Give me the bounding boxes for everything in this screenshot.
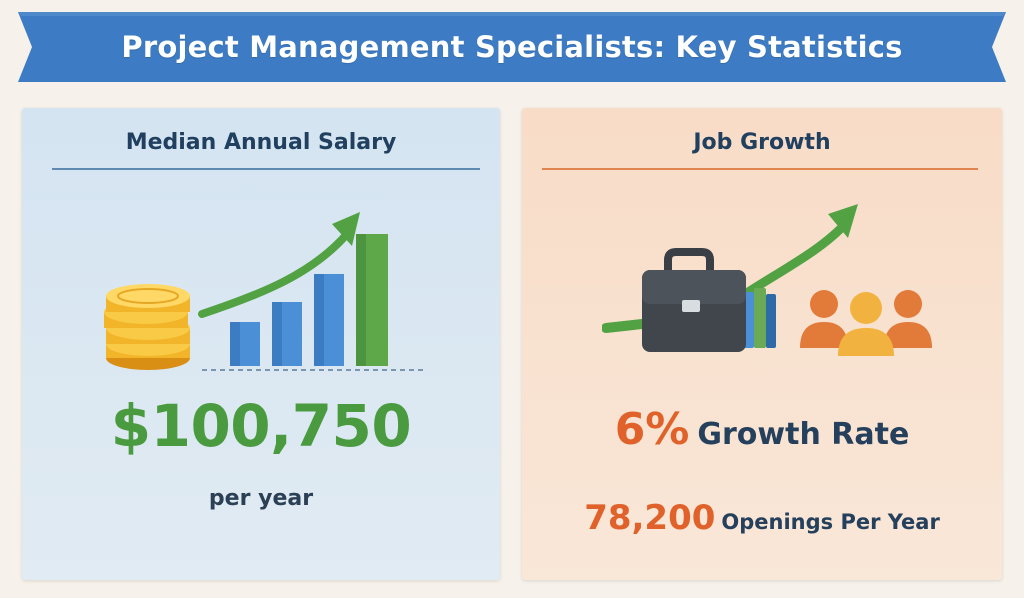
salary-illustration — [104, 212, 424, 371]
openings-value: 78,200 — [584, 498, 716, 538]
openings-label: Openings Per Year — [721, 510, 940, 534]
salary-unit-label: per year — [208, 486, 314, 511]
bar-chart-icon — [230, 234, 388, 366]
job-growth-heading-divider — [542, 168, 978, 170]
banner-ribbon-shape — [18, 12, 1006, 82]
median-salary-value: $100,750 — [110, 392, 412, 460]
salary-heading-divider — [52, 168, 480, 170]
briefcase-icon — [642, 248, 746, 352]
salary-panel-heading: Median Annual Salary — [125, 130, 397, 155]
people-group-icon — [800, 290, 932, 356]
coin-stack-icon — [104, 284, 190, 370]
growth-rate-label: Growth Rate — [697, 417, 910, 452]
growth-rate-value: 6% — [614, 404, 690, 455]
title-banner: Project Management Specialists: Key Stat… — [18, 12, 1006, 82]
page-title: Project Management Specialists: Key Stat… — [121, 30, 903, 64]
job-growth-illustration — [602, 204, 932, 356]
job-growth-panel: Job Growth — [522, 108, 1002, 580]
books-icon — [742, 288, 776, 348]
growth-rate-row: 6% Growth Rate — [522, 404, 1002, 455]
openings-row: 78,200 Openings Per Year — [522, 498, 1002, 538]
trend-up-arrow-icon — [198, 212, 360, 318]
trend-up-arrow-icon — [602, 204, 858, 333]
job-growth-heading: Job Growth — [693, 130, 831, 155]
salary-panel: Median Annual Salary — [22, 108, 500, 580]
